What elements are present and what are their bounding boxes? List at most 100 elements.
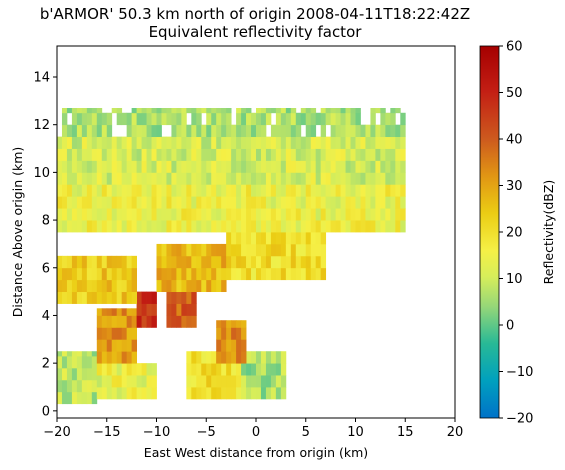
heatmap-cell (280, 255, 287, 269)
heatmap-cell (390, 148, 396, 161)
heatmap-cell (206, 208, 212, 221)
heatmap-cell (151, 184, 157, 197)
heatmap-cell (96, 112, 103, 126)
heatmap-cell (226, 327, 232, 340)
heatmap-cell (226, 320, 232, 328)
heatmap-cell (390, 112, 396, 126)
heatmap-cell (345, 196, 351, 209)
heatmap-cell (275, 255, 282, 269)
heatmap-cell (365, 208, 371, 221)
heatmap-cell (196, 351, 202, 364)
heatmap-cell (126, 387, 133, 400)
heatmap-cell (320, 196, 327, 209)
heatmap-cell (131, 279, 137, 293)
heatmap-cell (86, 356, 93, 369)
heatmap-cell (171, 291, 177, 304)
heatmap-cell (305, 124, 312, 138)
heatmap-cell (131, 112, 137, 126)
heatmap-cell (166, 148, 172, 161)
heatmap-cell (285, 124, 292, 138)
heatmap-cell (186, 136, 192, 149)
heatmap-cell (66, 148, 73, 161)
heatmap-cell (241, 184, 247, 197)
heatmap-cell (226, 267, 232, 281)
heatmap-cell (251, 112, 257, 126)
heatmap-cell (131, 267, 137, 281)
heatmap-cell (285, 220, 292, 233)
heatmap-cell (226, 220, 232, 233)
heatmap-cell (280, 267, 287, 281)
heatmap-cell (121, 339, 128, 352)
heatmap-cell (171, 208, 177, 221)
heatmap-cell (290, 196, 297, 209)
heatmap-cell (141, 363, 147, 376)
heatmap-cell (330, 108, 336, 114)
heatmap-cell (166, 255, 172, 269)
heatmap-cell (111, 220, 118, 233)
heatmap-cell (131, 351, 137, 364)
heatmap-cell (61, 391, 68, 405)
heatmap-cell (126, 160, 133, 173)
heatmap-cell (270, 124, 277, 138)
heatmap-cell (221, 363, 227, 376)
heatmap-cell (265, 108, 272, 114)
x-tick-label: −5 (197, 425, 216, 440)
heatmap-cell (275, 387, 282, 400)
heatmap-cell (231, 363, 237, 376)
heatmap-cell (101, 124, 108, 138)
heatmap-cell (260, 160, 267, 173)
heatmap-cell (275, 375, 282, 388)
heatmap-cell (106, 136, 113, 149)
heatmap-cell (121, 351, 128, 364)
heatmap-cell (380, 220, 386, 233)
heatmap-cell (385, 208, 391, 221)
heatmap-cell (106, 220, 113, 233)
heatmap-cell (285, 196, 292, 209)
heatmap-cell (280, 136, 287, 149)
heatmap-cell (131, 363, 137, 376)
heatmap-cell (236, 267, 242, 281)
heatmap-cell (251, 160, 257, 173)
heatmap-cell (221, 108, 227, 114)
heatmap-cell (290, 112, 297, 126)
heatmap-cell (241, 363, 247, 376)
heatmap-cell (146, 136, 152, 149)
heatmap-cell (380, 208, 386, 221)
heatmap-cell (131, 308, 137, 316)
heatmap-cell (126, 327, 133, 340)
heatmap-cell (231, 124, 237, 138)
heatmap-cell (211, 148, 217, 161)
heatmap-cell (106, 375, 113, 388)
heatmap-cell (161, 172, 167, 185)
heatmap-cell (176, 112, 182, 126)
heatmap-cell (231, 208, 237, 221)
heatmap-cell (246, 208, 252, 221)
heatmap-cell (166, 160, 172, 173)
heatmap-cell (116, 291, 123, 304)
heatmap-cell (106, 315, 113, 328)
heatmap-cell (176, 220, 182, 233)
heatmap-cell (370, 124, 376, 138)
heatmap-cell (86, 208, 93, 221)
y-tick-label: 0 (42, 404, 50, 419)
heatmap-cell (251, 387, 257, 400)
heatmap-cell (320, 208, 327, 221)
heatmap-cell (176, 108, 182, 114)
heatmap-cell (121, 160, 128, 173)
heatmap-cell (201, 160, 207, 173)
heatmap-cell (91, 279, 98, 293)
heatmap-cell (141, 303, 147, 316)
heatmap-cell (385, 220, 391, 233)
heatmap-cell (275, 363, 282, 376)
heatmap-cell (141, 220, 147, 233)
heatmap-cell (76, 279, 83, 293)
heatmap-cell (86, 112, 93, 126)
heatmap-cell (216, 208, 222, 221)
heatmap-cell (76, 172, 83, 185)
heatmap-cell (390, 184, 396, 197)
heatmap-cell (320, 255, 327, 269)
heatmap-cell (315, 243, 322, 257)
heatmap-cell (231, 327, 237, 340)
heatmap-cell (126, 255, 133, 269)
heatmap-cell (340, 148, 346, 161)
